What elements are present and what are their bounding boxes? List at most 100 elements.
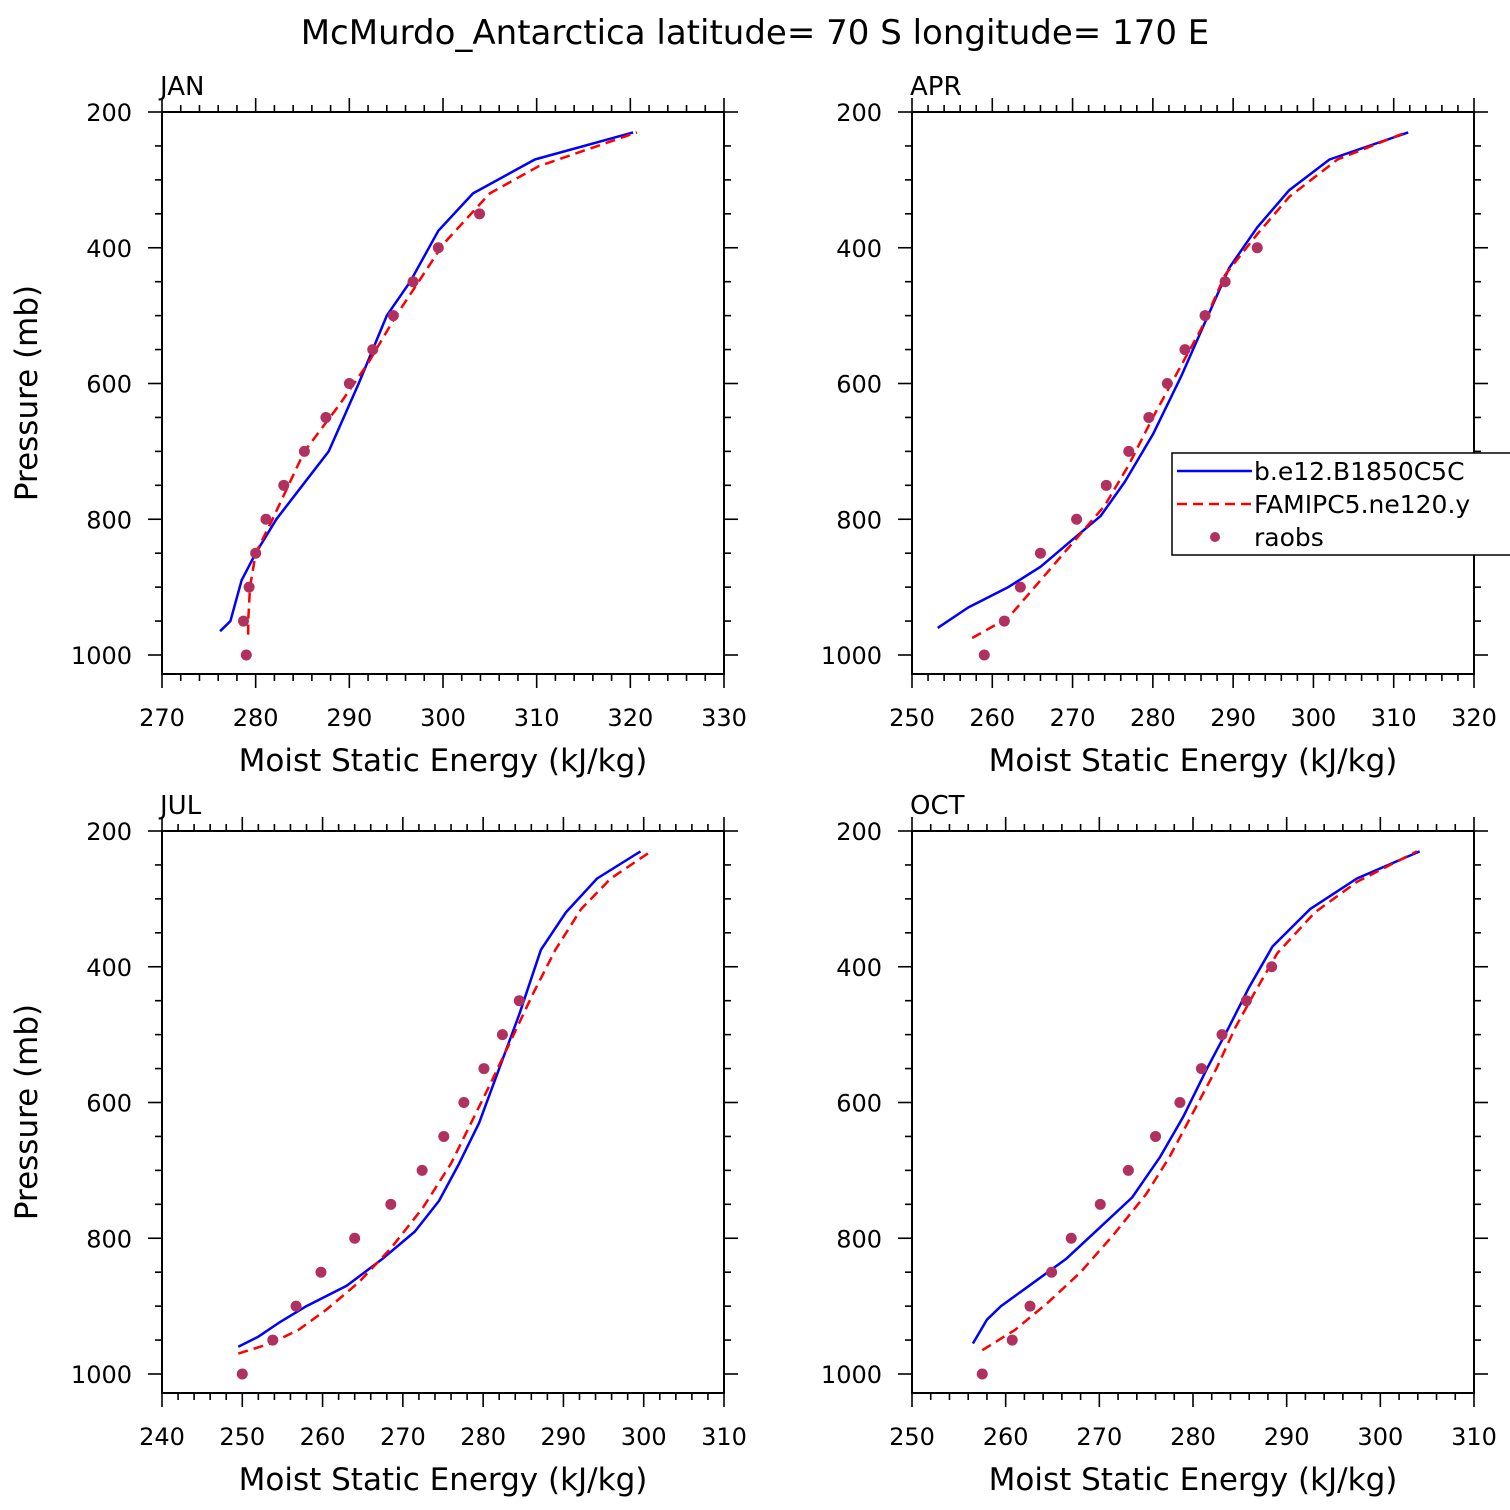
raobs-point (998, 615, 1010, 627)
y-tick-label: 1000 (71, 642, 132, 670)
x-axis-title: Moist Static Energy (kJ/kg) (239, 1462, 648, 1498)
x-tick-label: 280 (460, 1423, 506, 1451)
raobs-point (343, 378, 355, 389)
panel-title: OCT (910, 791, 965, 821)
raobs-point (1122, 1164, 1134, 1176)
x-tick-label: 270 (1076, 1423, 1122, 1451)
raobs-point (1266, 961, 1278, 973)
x-tick-label: 290 (1210, 704, 1256, 732)
raobs-point (432, 242, 444, 254)
x-tick-label: 280 (233, 704, 279, 732)
raobs-point (1161, 378, 1173, 389)
raobs-point (1071, 513, 1083, 525)
x-tick-label: 250 (889, 1423, 935, 1451)
raobs-point (1065, 1232, 1077, 1244)
x-tick-label: 320 (607, 704, 653, 732)
raobs-point (250, 547, 262, 559)
x-tick-label: 310 (514, 704, 560, 732)
raobs-point (1143, 411, 1155, 423)
x-tick-label: 320 (1451, 704, 1497, 732)
panel-jan: JAN 270 280 290 300 310 320 330 200 400 600 800 1000… (9, 72, 747, 779)
raobs-point (260, 513, 272, 525)
y-tick-label: 800 (86, 506, 132, 534)
raobs-point (1179, 344, 1191, 356)
raobs-point (349, 1232, 361, 1244)
panel-apr: APR 250 260 270 280 290 300 310 320 200 400 600 800 1… (821, 72, 1497, 779)
raobs-point (407, 276, 419, 288)
x-tick-label: 270 (1050, 704, 1096, 732)
series-line-model (971, 850, 1421, 1345)
raobs-point (1014, 581, 1026, 593)
raobs-point (298, 445, 310, 457)
x-tick-label: 300 (621, 1423, 667, 1451)
panel-title: APR (910, 72, 962, 102)
raobs-point (267, 1334, 279, 1346)
raobs-point (976, 1368, 988, 1380)
panel-title: JAN (158, 72, 204, 102)
raobs-point (278, 479, 290, 491)
x-tick-label: 330 (701, 704, 747, 732)
y-axis-title: Pressure (mb) (9, 1004, 45, 1220)
y-tick-label: 600 (86, 371, 132, 399)
x-tick-label: 310 (1371, 704, 1417, 732)
raobs-point (1216, 1029, 1228, 1041)
raobs-point (320, 411, 332, 423)
series-line-famip (246, 131, 638, 635)
figure-title: McMurdo_Antarctica latitude= 70 S longit… (301, 13, 1210, 53)
raobs-point (1199, 310, 1211, 322)
raobs-point (1100, 479, 1112, 491)
y-tick-label: 400 (836, 235, 882, 263)
raobs-point (1251, 242, 1263, 254)
raobs-point (1123, 445, 1135, 457)
x-tick-label: 260 (969, 704, 1015, 732)
y-axis-title: Pressure (mb) (9, 285, 45, 501)
x-tick-label: 270 (139, 704, 185, 732)
x-axis-title: Moist Static Energy (kJ/kg) (989, 1462, 1398, 1498)
x-tick-label: 300 (1291, 704, 1337, 732)
panel-title: JUL (158, 791, 202, 821)
series-group (937, 131, 1409, 661)
raobs-point (237, 615, 249, 627)
y-tick-label: 400 (836, 954, 882, 982)
raobs-point (367, 344, 379, 356)
x-tick-label: 290 (326, 704, 372, 732)
raobs-point (458, 1097, 470, 1108)
raobs-point (1174, 1097, 1186, 1108)
series-group (219, 131, 638, 661)
y-tick-label: 400 (86, 235, 132, 263)
raobs-point (236, 1368, 248, 1380)
legend-label-famip: FAMIPC5.ne120.y (1254, 490, 1470, 519)
raobs-point (416, 1164, 428, 1176)
y-tick-label: 800 (836, 506, 882, 534)
raobs-point (1006, 1334, 1018, 1346)
x-tick-label: 260 (983, 1423, 1029, 1451)
raobs-point (387, 310, 399, 322)
x-tick-label: 260 (300, 1423, 346, 1451)
x-tick-label: 280 (1130, 704, 1176, 732)
y-tick-label: 1000 (821, 1361, 882, 1389)
series-line-famip (981, 850, 1418, 1352)
series-line-famip (971, 131, 1407, 640)
x-tick-label: 310 (701, 1423, 747, 1451)
raobs-point (1150, 1130, 1162, 1142)
y-tick-label: 800 (86, 1225, 132, 1253)
raobs-point (385, 1198, 397, 1210)
raobs-point (1034, 547, 1046, 559)
raobs-point (438, 1130, 450, 1142)
series-group (236, 850, 652, 1380)
legend-label-raobs: raobs (1254, 523, 1324, 552)
y-tick-label: 200 (836, 99, 882, 127)
raobs-point (1240, 995, 1252, 1007)
x-tick-label: 290 (1264, 1423, 1310, 1451)
x-tick-label: 310 (1451, 1423, 1497, 1451)
raobs-point (496, 1029, 508, 1041)
y-tick-label: 1000 (821, 642, 882, 670)
raobs-point (243, 581, 255, 593)
raobs-point (1219, 276, 1231, 288)
x-tick-label: 270 (380, 1423, 426, 1451)
legend-label-model: b.e12.B1850C5C (1254, 457, 1465, 486)
raobs-point (478, 1063, 490, 1075)
y-tick-label: 200 (836, 818, 882, 846)
raobs-point (978, 649, 990, 661)
